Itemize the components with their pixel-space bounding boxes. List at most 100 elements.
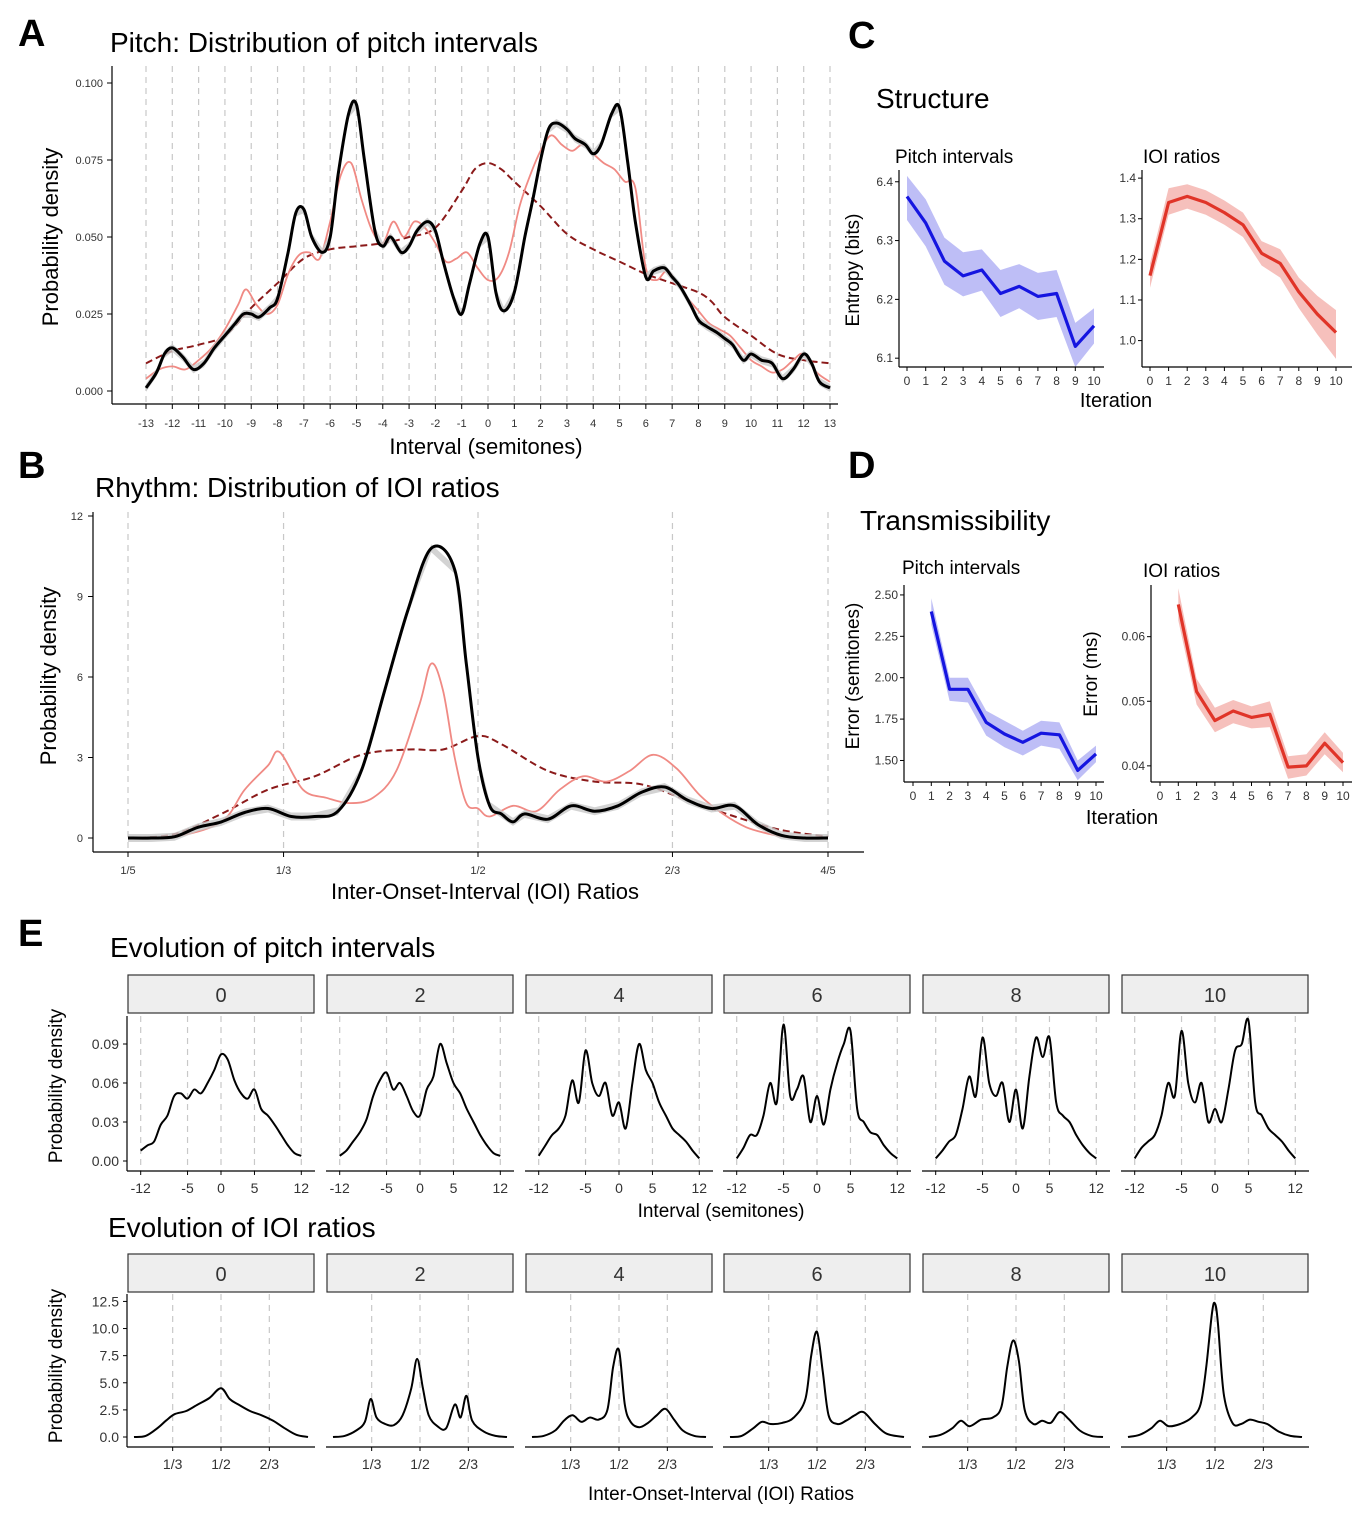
panel-b-rhythm-distribution: Rhythm: Distribution of IOI ratios Inter… [36, 472, 864, 904]
panel-d-facet1-line [929, 611, 1098, 773]
panel-e-ioi-x-tick-label: 1/3 [1157, 1456, 1177, 1472]
panel-e-pitch-x-tick-label: -12 [1125, 1180, 1145, 1196]
panel-c-facet1-y-tick-label: 6.3 [876, 234, 893, 248]
panel-e-ioi-x-tick-label: 1/3 [958, 1456, 978, 1472]
panel-c-facet1-x-tick-label: 9 [1072, 374, 1079, 388]
panel-e-pitch-facet-strip [1121, 974, 1309, 1014]
panel-a-x-tick-label: 8 [695, 418, 701, 430]
panel-a-x-tick-label: 2 [538, 418, 544, 430]
panel-e-ioi-x-tick-label: 2/3 [1055, 1456, 1075, 1472]
panel-e-pitch-x-tick-label: -12 [727, 1180, 747, 1196]
panel-e-pitch-x-tick-label: 0 [813, 1180, 821, 1196]
panel-a-x-tick-label: 4 [590, 418, 596, 430]
panel-b-x-tick-label: 1/3 [276, 865, 291, 877]
panel-e-pitch-facet-strip [525, 974, 713, 1014]
panel-d-facet1-y-tick-label: 1.75 [875, 712, 899, 726]
panel-e-ioi-facet-line [332, 1357, 508, 1438]
panel-e-pitch-x-tick-label: 12 [890, 1180, 906, 1196]
panel-c-facet2-x-tick-label: 1 [1165, 374, 1172, 388]
panel-b-x-tick-label: 1/2 [470, 865, 485, 877]
panel-e-ioi-facet-label: 10 [1204, 1264, 1226, 1286]
panel-e-ioi-facet-strip [723, 1253, 911, 1293]
panel-a-x-tick-label: 6 [643, 418, 649, 430]
panel-a-y-tick-label: 0.100 [75, 78, 103, 90]
panel-e-ioi-x-tick-label: 1/3 [362, 1456, 382, 1472]
panel-a-x-tick-label: 12 [798, 418, 810, 430]
panel-c-facet1-x-tick-label: 1 [922, 374, 929, 388]
panel-a-y-tick-label: 0.025 [75, 309, 103, 321]
panel-e-pitch-x-tick-label: 12 [294, 1180, 310, 1196]
panel-c-structure: Structure Pitch intervals IOI ratios Ent… [843, 83, 1352, 412]
panel-c-facet2-x-tick-label: 2 [1184, 374, 1191, 388]
panel-b-y-tick-label: 0 [77, 833, 83, 845]
panel-a-pitch-distribution: Pitch: Distribution of pitch intervals I… [38, 27, 838, 459]
panel-e-ioi-x-tick-label: 1/2 [211, 1456, 231, 1472]
panel-a-x-tick-label: 13 [824, 418, 836, 430]
panel-c-facet2-y-tick-label: 1.1 [1119, 293, 1136, 307]
panel-b-title: Rhythm: Distribution of IOI ratios [95, 472, 500, 503]
panel-a-title: Pitch: Distribution of pitch intervals [110, 27, 538, 58]
panel-e-pitch-facet-label: 8 [1010, 985, 1021, 1007]
panel-d-facet2-y-tick-label: 0.06 [1122, 630, 1146, 644]
panel-e-pitch-y-tick-label: 0.00 [92, 1153, 119, 1169]
panel-c-facet2-x-tick-label: 3 [1202, 374, 1209, 388]
panel-letter-d: D [848, 445, 875, 487]
panel-a-xlabel: Interval (semitones) [389, 434, 582, 459]
panel-e-ioi-facet-line [531, 1347, 707, 1438]
panel-e-ioi-facet-line [133, 1387, 309, 1438]
panel-e-pitch-x-tick-label: -12 [131, 1180, 151, 1196]
panel-a-x-tick-label: -5 [352, 418, 362, 430]
panel-e-ioi-facet-label: 6 [811, 1264, 822, 1286]
panel-d-facet2-x-tick-label: 3 [1212, 789, 1219, 803]
panel-e-pitch-facet-label: 6 [811, 985, 822, 1007]
panel-c-facet1-x-tick-label: 7 [1035, 374, 1042, 388]
panel-d-facet1-y-tick-label: 1.50 [875, 753, 899, 767]
panel-e-pitch-x-tick-label: 12 [493, 1180, 509, 1196]
panel-d-facet2-x-tick-label: 1 [1175, 789, 1182, 803]
panel-d-facet1-title: Pitch intervals [902, 558, 1020, 579]
panel-e-pitch-y-tick-label: 0.06 [92, 1075, 119, 1091]
panel-c-facet1-line [905, 195, 1096, 348]
panel-e-pitch-x-tick-label: 0 [1211, 1180, 1219, 1196]
panel-c-facet1-x-tick-label: 2 [941, 374, 948, 388]
panel-e-pitch-facet-label: 10 [1204, 985, 1226, 1007]
panel-e-ioi-facet-label: 8 [1010, 1264, 1021, 1286]
panel-a-ylabel: Probability density [38, 148, 63, 327]
panel-e-pitch-facet-strip [723, 974, 911, 1014]
panel-a-x-tick-label: -12 [164, 418, 180, 430]
panel-a-x-tick-label: -11 [191, 418, 206, 430]
panel-c-facet1-x-tick-label: 8 [1053, 374, 1060, 388]
panel-e-pitch-x-tick-label: 12 [692, 1180, 708, 1196]
panel-c-facet2-ribbon [1150, 184, 1336, 359]
panel-b-x-tick-label: 4/5 [820, 865, 835, 877]
panel-c-facet2-title: IOI ratios [1143, 147, 1220, 168]
panel-c-facet2-line [1148, 194, 1338, 334]
panel-d-facet1-x-tick-label: 1 [928, 789, 935, 803]
panel-d-facet1-x-tick-label: 2 [946, 789, 953, 803]
panel-e-pitch-x-tick-label: 0 [1012, 1180, 1020, 1196]
panel-e-pitch-x-tick-label: -12 [926, 1180, 946, 1196]
panel-b-x-tick-label: 1/5 [120, 865, 135, 877]
panel-a-x-tick-label: 1 [511, 418, 517, 430]
panel-c-facet1-title: Pitch intervals [895, 147, 1013, 168]
panel-e-pitch-facet-line [537, 1042, 701, 1160]
panel-e-pitch-x-tick-label: 5 [1245, 1180, 1253, 1196]
panel-e-pitch-x-tick-label: -5 [380, 1180, 393, 1196]
panel-c-facet2-x-tick-label: 8 [1295, 374, 1302, 388]
panel-c-facet1-x-tick-label: 10 [1087, 374, 1101, 388]
panel-e-ioi-x-tick-label: 2/3 [658, 1456, 678, 1472]
panel-e-pitch-x-tick-label: 12 [1288, 1180, 1304, 1196]
panel-c-facet1-ribbon [907, 175, 1094, 367]
panel-d-facet2-x-tick-label: 6 [1266, 789, 1273, 803]
panel-d-xlabel: Iteration [1086, 807, 1158, 829]
panel-c-facet2-x-tick-label: 5 [1240, 374, 1247, 388]
panel-b-y-tick-label: 3 [77, 753, 83, 765]
panel-e-ioi-x-tick-label: 2/3 [260, 1456, 280, 1472]
panel-letter-b: B [18, 445, 45, 487]
panel-e-ioi-facet-line [1127, 1301, 1303, 1438]
panel-d-facet1-y-tick-label: 2.50 [875, 588, 899, 602]
panel-c-facet2-y-tick-label: 1.3 [1119, 212, 1136, 226]
panel-e-pitch-x-tick-label: 0 [416, 1180, 424, 1196]
panel-d-facet2-x-tick-label: 5 [1248, 789, 1255, 803]
